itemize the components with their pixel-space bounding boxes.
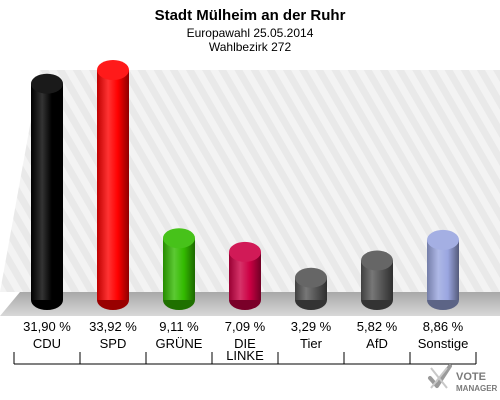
value-label-cdu: 31,90 % (23, 319, 71, 334)
bar-top-afd (361, 250, 393, 271)
bar-top-die-linke (229, 241, 261, 262)
bar-body-gr-ne (163, 238, 195, 300)
vote-manager-logo: VOTE MANAGER (428, 364, 498, 393)
chart-district: Wahlbezirk 272 (209, 40, 292, 54)
value-label-die-linke: 7,09 % (225, 319, 266, 334)
bar-spd (97, 60, 129, 310)
category-label-tier: Tier (300, 336, 323, 351)
chart-subtitle: Europawahl 25.05.2014 (187, 26, 314, 40)
bar-afd (361, 250, 393, 310)
value-label-gr-ne: 9,11 % (159, 319, 199, 334)
category-label-die-linke-2: LINKE (226, 348, 264, 363)
value-label-spd: 33,92 % (89, 319, 137, 334)
bar-body-cdu (31, 83, 63, 301)
value-label-afd: 5,82 % (357, 319, 398, 334)
category-label-die-linke-1: DIE (234, 336, 256, 351)
bar-sonstige (427, 229, 459, 310)
bar-tier (295, 267, 327, 310)
category-label-spd: SPD (100, 336, 127, 351)
checkmark-icon (428, 364, 452, 389)
bar-group (31, 60, 459, 310)
logo-text-manager: MANAGER (456, 384, 498, 393)
bar-die-linke (229, 241, 261, 310)
category-label-sonstige: Sonstige (418, 336, 469, 351)
category-label-afd: AfD (366, 336, 388, 351)
bar-body-sonstige (427, 239, 459, 300)
bar-top-gr-ne (163, 228, 195, 249)
bar-top-tier (295, 267, 327, 288)
category-label-gr-ne: GRÜNE (156, 336, 203, 351)
category-label-cdu: CDU (33, 336, 61, 351)
bar-top-cdu (31, 73, 63, 94)
bar-body-spd (97, 70, 129, 300)
bar-gr-ne (163, 228, 195, 310)
value-label-sonstige: 8,86 % (423, 319, 464, 334)
value-label-tier: 3,29 % (291, 319, 332, 334)
chart-title: Stadt Mülheim an der Ruhr (155, 7, 346, 24)
logo-text-vote: VOTE (456, 371, 486, 383)
bar-cdu (31, 73, 63, 310)
label-group: 31,90 % CDU 33,92 % SPD 9,11 % GRÜNE 7,09 % DIE… (13, 319, 477, 365)
bar-top-spd (97, 60, 129, 80)
bar-top-sonstige (427, 229, 459, 250)
